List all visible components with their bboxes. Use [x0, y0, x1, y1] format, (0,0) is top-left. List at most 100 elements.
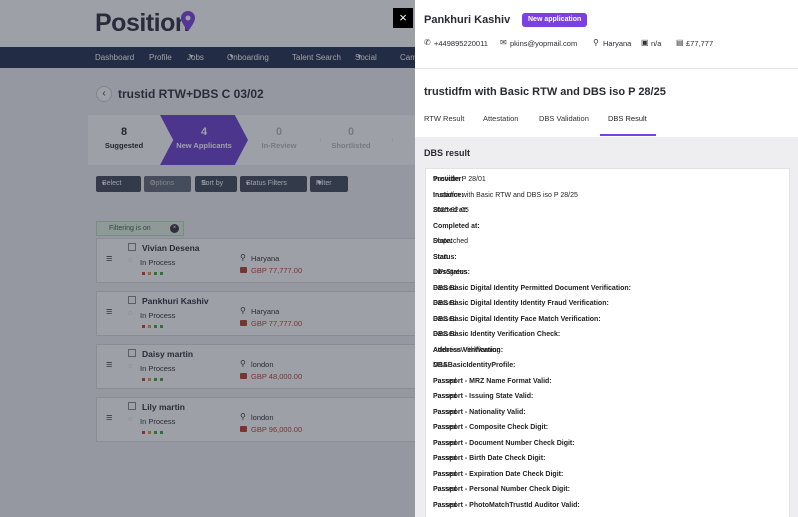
- nav-label: Dashboard: [95, 53, 135, 62]
- progress-dot: [160, 272, 163, 275]
- field-value: Dispatched: [433, 238, 469, 245]
- progress-dot: [160, 431, 163, 434]
- location-icon: ⚲: [240, 412, 246, 421]
- checkbox[interactable]: [128, 296, 136, 304]
- progress-dot: [142, 272, 145, 275]
- logo[interactable]: Position: [95, 9, 190, 37]
- result-card: [425, 168, 790, 517]
- field-value: Passed: [433, 424, 457, 431]
- field-label: Completed at:: [433, 222, 480, 230]
- filter-chip[interactable]: Filtering is on: [96, 221, 184, 236]
- nav-label: Onboarding: [227, 53, 269, 62]
- field-value: M1A: [433, 362, 448, 369]
- field-value: Passed: [433, 331, 457, 338]
- job-title: trustidfm with Basic RTW and DBS iso P 2…: [424, 86, 666, 98]
- section-title: DBS result: [424, 148, 471, 158]
- field-label: Passport - Nationality Valid:: [433, 408, 526, 416]
- toolbar-button[interactable]: ⇅ Sort by: [195, 176, 237, 192]
- checkbox[interactable]: [128, 349, 136, 357]
- field-label: DBS Basic Digital Identity Permitted Doc…: [433, 284, 631, 292]
- progress-dot: [148, 378, 151, 381]
- progress-dot: [154, 325, 157, 328]
- checkbox[interactable]: [128, 402, 136, 410]
- nav-caret: ▾: [190, 54, 194, 60]
- tab[interactable]: DBS Validation: [539, 114, 589, 123]
- button-label: Sort by: [201, 180, 224, 187]
- chip-clear[interactable]: ×: [170, 224, 179, 233]
- back-button[interactable]: ‹: [96, 86, 112, 102]
- toolbar-button[interactable]: ⊘ Options: [144, 176, 191, 192]
- nav-label: Jobs: [187, 53, 204, 62]
- toolbar-button[interactable]: ▼ Filter: [310, 176, 348, 192]
- progress-dot: [142, 431, 145, 434]
- field-label: DBS Basic Digital Identity Identity Frau…: [433, 300, 609, 307]
- applicant-card[interactable]: [96, 238, 426, 283]
- field-value: 2025-02-05: [433, 207, 469, 214]
- salary-icon: [240, 426, 247, 432]
- button-caret: ▾: [246, 181, 250, 187]
- applicant-name[interactable]: Pankhuri Kashiv: [142, 296, 209, 306]
- toolbar-button[interactable]: Status Filters ▾: [240, 176, 307, 192]
- field-value: Passed: [433, 470, 457, 478]
- pipeline-step[interactable]: 4 New Applicants: [160, 115, 248, 165]
- candidate-name: Pankhuri Kashiv: [424, 14, 511, 26]
- toolbar-button[interactable]: Select ▾: [96, 176, 141, 192]
- applicant-card[interactable]: [96, 397, 426, 442]
- contact-icon: ✆: [424, 38, 431, 47]
- applicant-card[interactable]: [96, 291, 426, 336]
- progress-dot: [154, 272, 157, 275]
- applicant-name[interactable]: Lily martin: [142, 402, 185, 412]
- status-icon: ◌: [128, 363, 133, 370]
- step-label: Shortlisted: [331, 141, 371, 150]
- checkbox[interactable]: [128, 243, 136, 251]
- progress-dot: [142, 325, 145, 328]
- field-label: Passport - PhotoMatchTrustId Auditor Val…: [433, 501, 580, 509]
- pipeline-step[interactable]: 0 Shortlisted: [315, 115, 387, 165]
- field-label: Passport - Document Number Check Digit:: [433, 439, 575, 447]
- applicant-name[interactable]: Daisy martin: [142, 349, 194, 359]
- close-button[interactable]: ×: [393, 8, 413, 28]
- applicant-status: In Process: [140, 417, 176, 426]
- button-icon: ⇅: [201, 180, 207, 187]
- applicant-salary: GBP 77,777.00: [251, 266, 303, 275]
- drag-handle[interactable]: ≡: [106, 306, 113, 318]
- field-value: Passed: [433, 300, 457, 307]
- drag-handle[interactable]: ≡: [106, 359, 113, 371]
- divider: [415, 68, 798, 69]
- progress-dot: [148, 431, 151, 434]
- applicant-card[interactable]: [96, 344, 426, 389]
- contact-item: +449895220011: [434, 39, 488, 48]
- nav-caret: ▾: [358, 54, 362, 60]
- progress-dot: [160, 325, 163, 328]
- step-count: 8: [120, 126, 128, 138]
- field-label: Provider:: [433, 176, 464, 183]
- pipeline-step[interactable]: 0 In-Review: [243, 115, 315, 165]
- tab[interactable]: RTW Result: [424, 114, 465, 123]
- location-icon: ⚲: [240, 306, 246, 315]
- field-value: Passed: [433, 315, 457, 323]
- drag-handle[interactable]: ≡: [106, 412, 113, 424]
- field-label: State:: [433, 238, 453, 245]
- field-label: Status:: [433, 253, 457, 261]
- applicant-name[interactable]: Vivian Desena: [142, 243, 200, 253]
- applicant-status: In Process: [140, 258, 176, 267]
- field-value: Passed: [433, 486, 457, 493]
- tab[interactable]: Attestation: [483, 114, 519, 123]
- field-label: Started at:: [433, 207, 468, 214]
- tab[interactable]: DBS Result: [608, 114, 647, 123]
- step-separator: [381, 115, 393, 165]
- step-label: Suggested: [104, 141, 144, 150]
- button-icon: ⊘: [150, 180, 156, 187]
- progress-dot: [148, 272, 151, 275]
- field-value: Passed: [433, 455, 457, 462]
- active-tab-underline: [600, 134, 656, 136]
- status-icon: ◌: [128, 257, 133, 264]
- field-label: DBS Basic Digital Identity Face Match Ve…: [433, 315, 601, 323]
- pipeline-step[interactable]: 8 Suggested: [88, 115, 160, 165]
- drag-handle[interactable]: ≡: [106, 253, 113, 265]
- progress-dot: [154, 378, 157, 381]
- step-count: 0: [347, 126, 355, 138]
- nav-label: Cam: [400, 53, 417, 62]
- button-label: Options: [150, 180, 175, 187]
